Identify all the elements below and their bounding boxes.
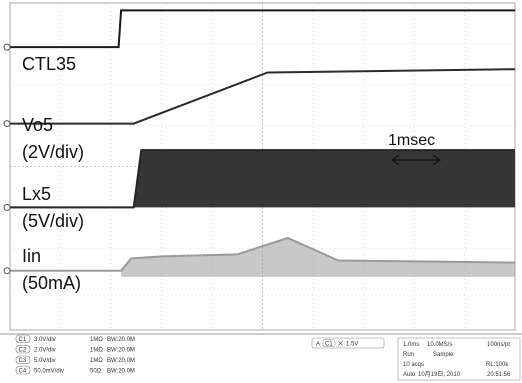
channel-row-c2: C2 2.0V/div 1MΩ BW:20.0M: [15, 345, 135, 354]
trace-iin: [10, 236, 516, 272]
channel-impedance: 1MΩ: [90, 358, 103, 364]
channel-impedance: 1MΩ: [90, 348, 103, 354]
svg-text:A: A: [316, 342, 320, 348]
time-span-arrow: [390, 154, 442, 166]
trace-ctl35: [10, 9, 515, 49]
svg-text:RL:100k: RL:100k: [486, 362, 509, 368]
series-label-lx5: Lx5: [22, 184, 51, 204]
channel-volts: 50.0mV/div: [34, 369, 64, 375]
channel-id: C4: [19, 369, 27, 375]
trigger-readout: A C1 ⨉ 1.5V: [311, 337, 385, 349]
waveform-traces: [3, 9, 516, 277]
timebase-readout: 1.0ms 10.0MS/s 100ns/pt Run Sample 10 ac…: [397, 337, 521, 381]
trace-vo5: [10, 68, 516, 125]
time-scale-annotation: 1msec: [388, 132, 435, 149]
channel-bandwidth: BW:20.0M: [107, 358, 135, 364]
svg-text:10.0MS/s: 10.0MS/s: [427, 342, 452, 348]
series-scale-vo5: (2V/div): [22, 142, 84, 162]
trace-lx5-envelope: [133, 150, 515, 208]
channel-row-c3: C3 5.0V/div 1MΩ BW:20.0M: [15, 355, 135, 364]
svg-text:1.0ms: 1.0ms: [403, 342, 419, 348]
channel-volts: 3.0V/div: [34, 337, 56, 343]
trace-iin-envelope: [121, 238, 515, 277]
channel-bandwidth: BW:20.0M: [107, 337, 135, 343]
channel-id: C3: [19, 358, 27, 364]
svg-text:Sample: Sample: [433, 352, 454, 358]
channel-bandwidth: BW:20.0M: [107, 369, 135, 375]
series-scale-lx5: (5V/div): [22, 211, 84, 231]
channel-volts: 2.0V/div: [34, 348, 56, 354]
trace-lx5-marker: [3, 203, 11, 211]
channel-badge: [15, 345, 31, 354]
trigger-level: 1.5V: [346, 342, 358, 348]
channel-volts: 5.0V/div: [34, 358, 56, 364]
trace-vo5-marker: [3, 120, 11, 128]
trigger-source: C1: [325, 342, 333, 348]
channel-badge: [15, 355, 31, 364]
series-label-ctl35: CTL35: [22, 54, 76, 74]
channel-impedance: 50Ω: [90, 369, 102, 375]
svg-text:Auto: Auto: [403, 372, 416, 378]
channel-impedance: 1MΩ: [90, 337, 103, 343]
series-scale-iin: (50mA): [22, 273, 81, 293]
svg-text:10 acqs: 10 acqs: [403, 362, 424, 368]
svg-text:100ns/pt: 100ns/pt: [487, 342, 510, 348]
channel-badge: [15, 366, 31, 375]
series-label-iin: Iin: [22, 246, 41, 266]
svg-text:10月19日, 2010: 10月19日, 2010: [418, 371, 461, 378]
channel-row-c4: C4 50.0mV/div 50Ω BW:20.0M: [15, 366, 135, 375]
svg-text:20:51:56: 20:51:56: [487, 372, 511, 378]
svg-text:⨉: ⨉: [338, 341, 343, 348]
channel-bandwidth: BW:20.0M: [107, 348, 135, 354]
channel-row-c1: C1 3.0V/div 1MΩ BW:20.0M: [15, 334, 135, 343]
series-label-vo5: Vo5: [22, 115, 53, 135]
channel-badge: [15, 334, 31, 343]
svg-text:Run: Run: [403, 352, 414, 358]
trace-lx5: [10, 149, 515, 209]
channel-id: C1: [19, 337, 27, 343]
trace-iin-marker: [3, 267, 11, 275]
status-bar: C1 3.0V/div 1MΩ BW:20.0M C2 2.0V/div 1MΩ BW:20.…: [0, 333, 522, 381]
channel-id: C2: [19, 348, 27, 354]
trace-ctl35-marker: [3, 43, 11, 51]
